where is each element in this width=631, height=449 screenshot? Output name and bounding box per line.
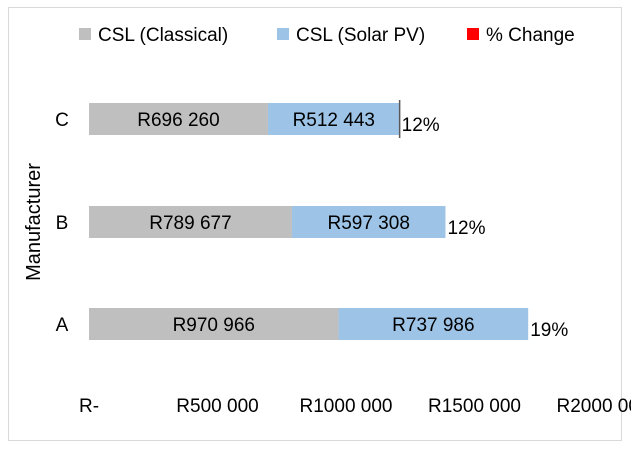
bar-solar-pv-a — [338, 308, 529, 340]
y-tick-label-b: B — [56, 213, 69, 234]
legend: CSL (Classical) CSL (Solar PV) % Change — [79, 25, 575, 46]
data-label-percent-change-a: 19% — [530, 320, 568, 341]
bar-classical-b — [89, 206, 292, 238]
y-axis-label: Manufacturer — [23, 163, 45, 281]
data-label-solar-pv-c: R512 443 — [293, 110, 375, 131]
data-label-classical-b: R789 677 — [149, 213, 231, 234]
data-label-percent-change-c: 12% — [402, 115, 440, 136]
bar-classical-c — [89, 103, 268, 135]
y-axis-ticks: A B C — [55, 110, 69, 336]
bars: R970 966 R737 986 19% R789 677 R597 308 12% R6… — [89, 100, 568, 341]
y-tick-label-a: A — [56, 315, 69, 336]
x-tick-label-4: R2000 000 — [557, 396, 631, 417]
x-axis-ticks: R- R500 000 R1000 000 R1500 000 R2000 000 — [79, 396, 631, 417]
legend-label-csl-classical: CSL (Classical) — [98, 25, 228, 46]
data-label-classical-a: R970 966 — [173, 315, 255, 336]
data-label-solar-pv-b: R597 308 — [327, 213, 409, 234]
legend-swatch-change — [467, 28, 479, 40]
x-tick-label-2: R1000 000 — [300, 396, 393, 417]
data-label-percent-change-b: 12% — [447, 218, 485, 239]
x-tick-label-3: R1500 000 — [428, 396, 521, 417]
data-label-classical-c: R696 260 — [137, 110, 219, 131]
bar-solar-pv-b — [291, 206, 446, 238]
legend-label-csl-solar-pv: CSL (Solar PV) — [296, 25, 425, 46]
x-tick-label-0: R- — [79, 396, 99, 417]
legend-swatch-csl-solar-pv — [277, 28, 289, 40]
data-label-solar-pv-a: R737 986 — [392, 315, 474, 336]
bar-solar-pv-c — [267, 103, 400, 135]
legend-swatch-csl-classical — [79, 28, 91, 40]
y-tick-label-c: C — [55, 110, 69, 131]
bar-classical-a — [89, 308, 339, 340]
legend-label-change: % Change — [486, 25, 575, 46]
x-tick-label-1: R500 000 — [176, 396, 258, 417]
